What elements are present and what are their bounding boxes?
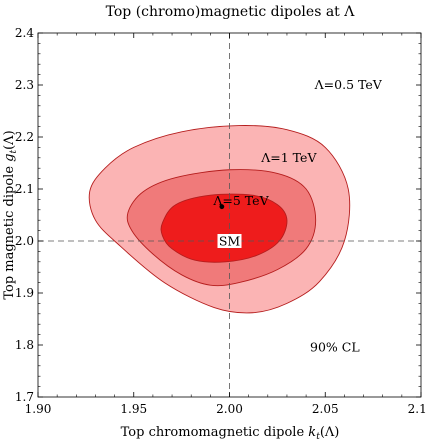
annotation-lambda-1: Λ=1 TeV	[260, 150, 317, 165]
y-tick-label: 2.0	[15, 234, 34, 248]
y-tick-label: 2.4	[15, 26, 34, 40]
y-tick-label: 1.9	[15, 286, 34, 300]
sm-label-box	[217, 234, 242, 248]
annotation-lambda-5: Λ=5 TeV	[212, 193, 269, 208]
plot-area: SM Λ=0.5 TeV Λ=1 TeV Λ=5 TeV 90% CL	[38, 33, 421, 397]
best-fit-point	[219, 204, 225, 210]
y-tick-label: 2.2	[15, 130, 34, 144]
y-tick-label: 1.7	[15, 390, 34, 404]
x-tick-label: 1.90	[25, 402, 52, 416]
axis-ticks: 1.90 1.95 2.00 2.05 2.10 1.7 1.8 1.9 2.0 2.1 2.2 2.…	[15, 26, 426, 416]
x-tick-label: 2.05	[312, 402, 339, 416]
x-tick-label: 2.10	[408, 402, 426, 416]
chart-title: Top (chromo)magnetic dipoles at Λ	[106, 4, 356, 20]
sm-label: SM	[219, 234, 241, 249]
x-axis-label: Top chromomagnetic dipole kt(Λ)	[121, 425, 340, 441]
y-tick-label: 2.1	[15, 182, 34, 196]
y-axis-label: Top magnetic dipole gt(Λ)	[2, 130, 19, 299]
annotation-cl: 90% CL	[310, 340, 360, 355]
y-tick-label: 2.3	[15, 78, 34, 92]
x-tick-label: 1.95	[120, 402, 147, 416]
x-tick-label: 2.00	[216, 402, 243, 416]
y-tick-label: 1.8	[15, 338, 34, 352]
annotation-lambda-05: Λ=0.5 TeV	[314, 77, 383, 92]
